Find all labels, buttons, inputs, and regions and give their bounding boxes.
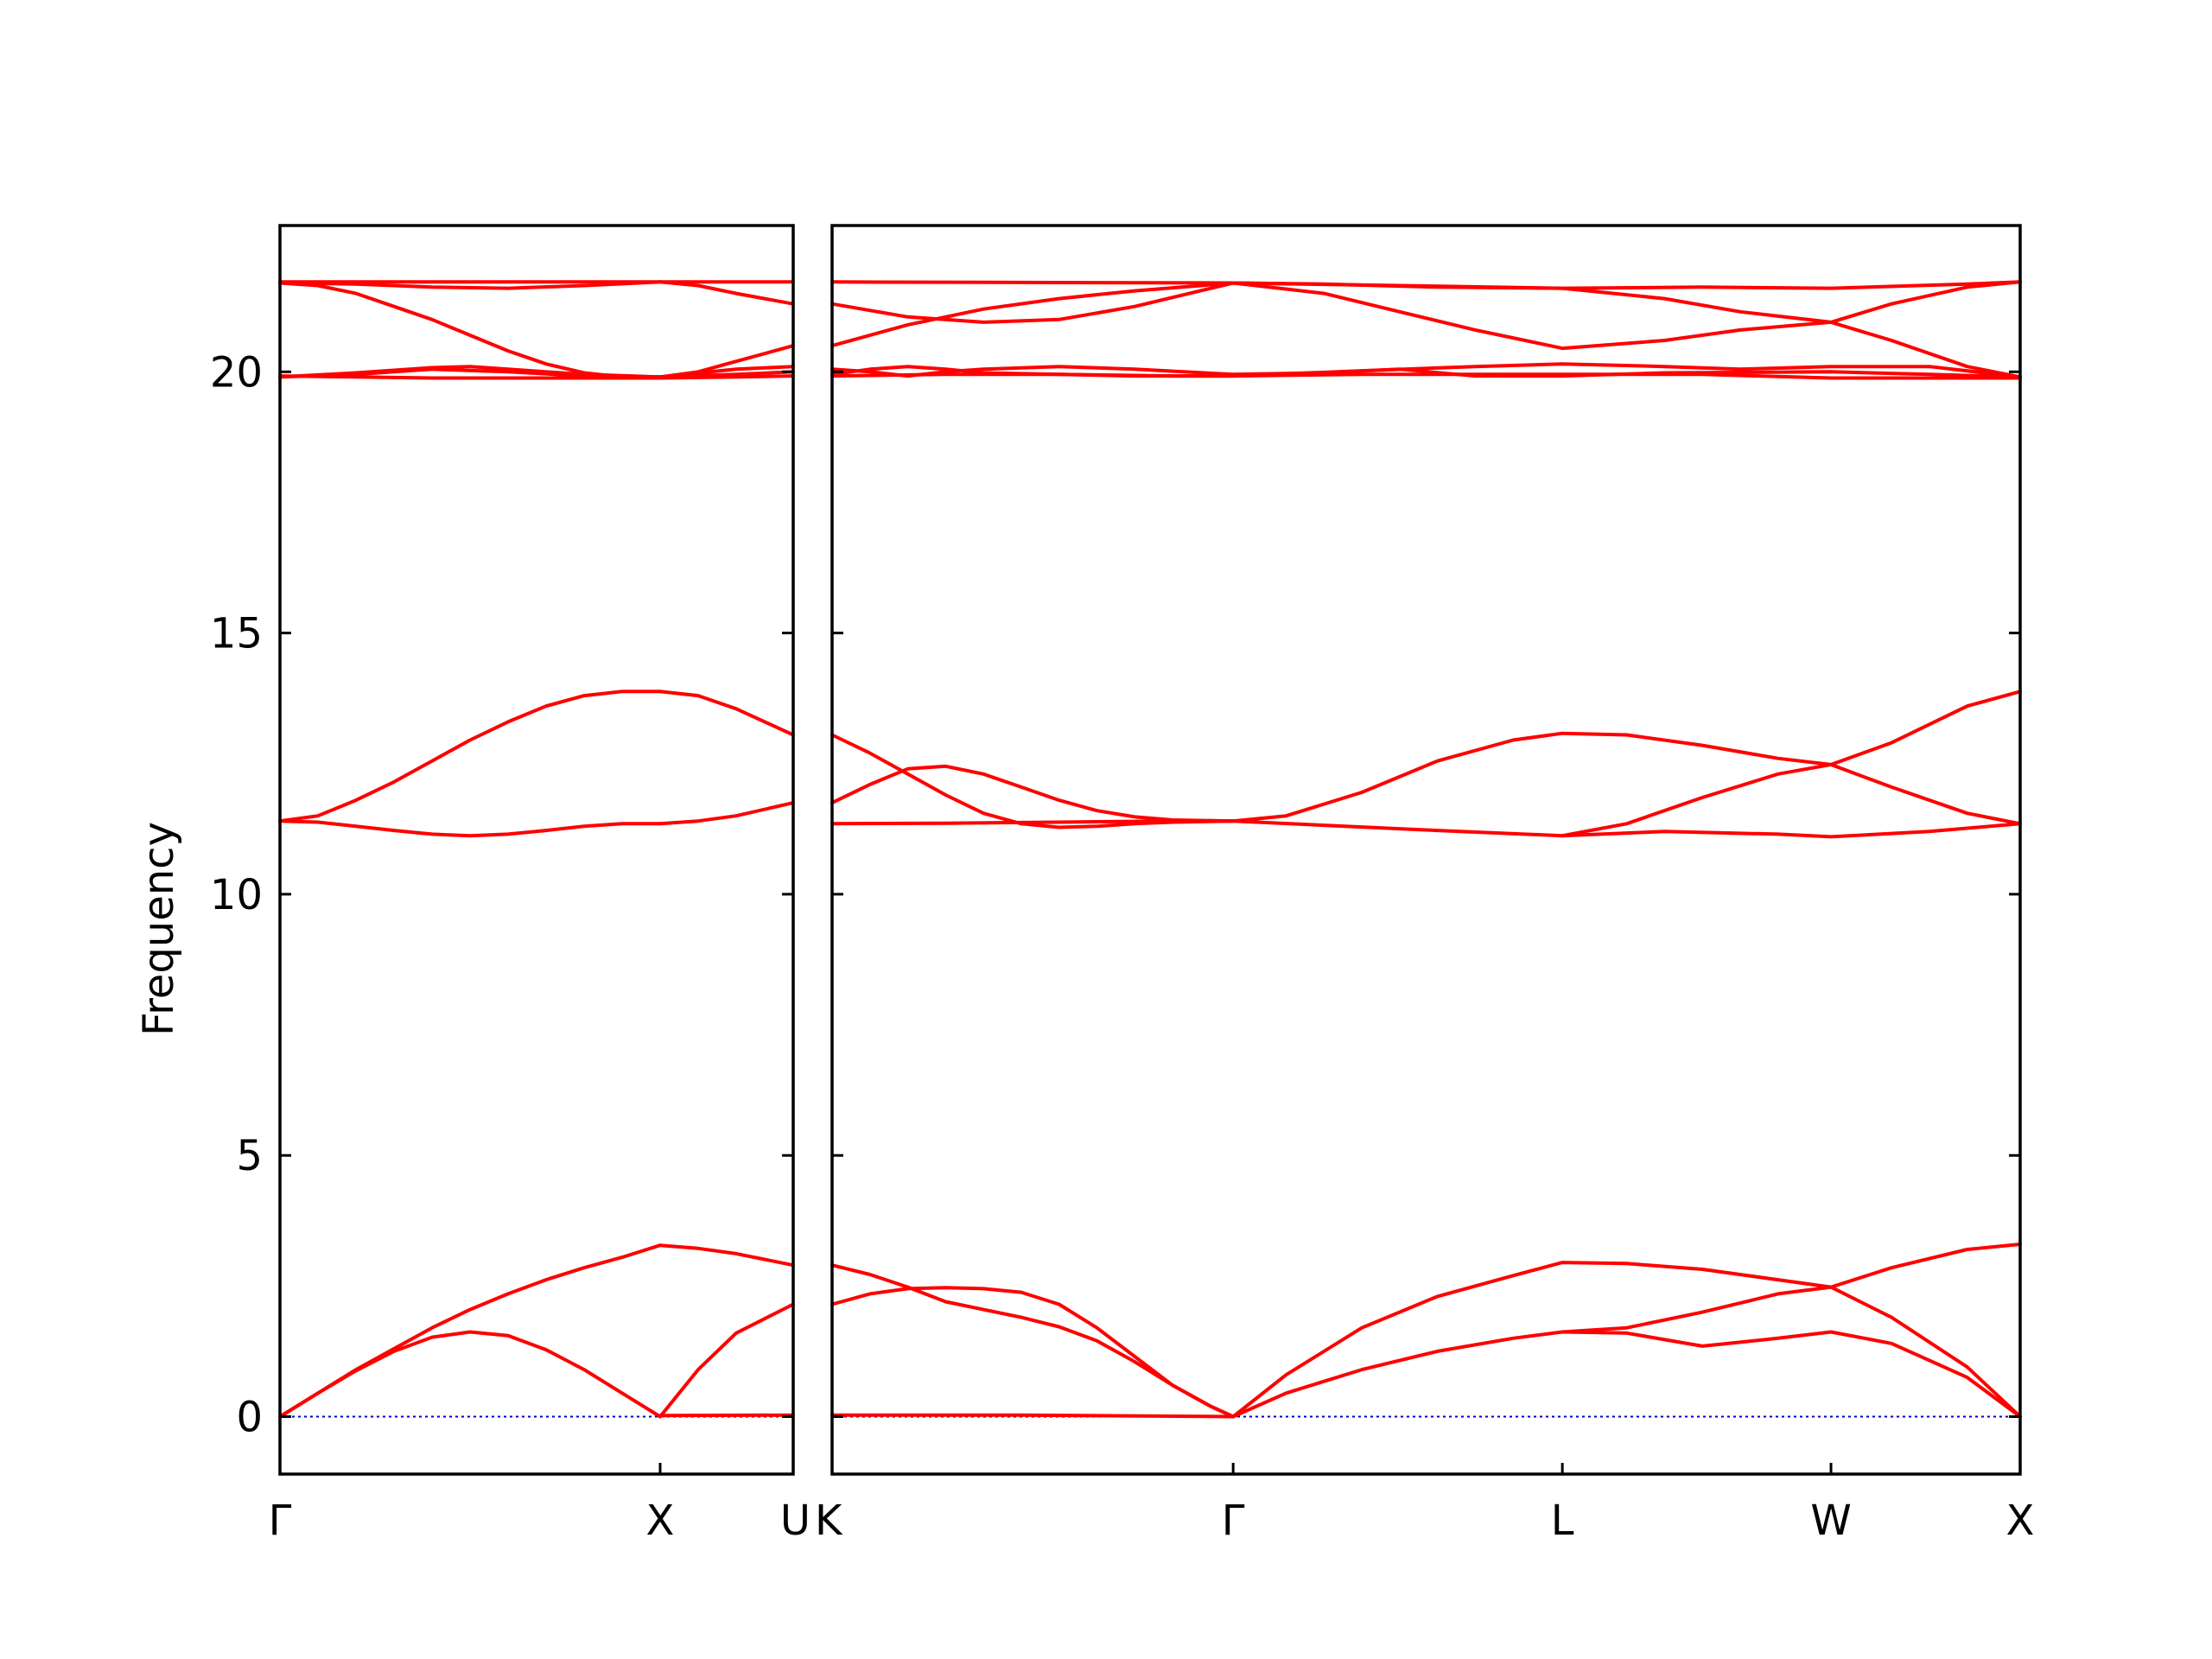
- band-line-4: [1231, 1243, 2022, 1419]
- y-tick-label: 15: [210, 610, 263, 658]
- panel-1: 0 5 10 15 20 Γ X U: [210, 224, 810, 1545]
- band-line-11: [278, 374, 795, 380]
- band-line-9: [830, 764, 1236, 823]
- x-tick-label: X: [646, 1497, 675, 1545]
- band-line-1: [278, 1243, 795, 1419]
- band-line-8: [658, 690, 795, 737]
- band-line-12: [278, 281, 662, 379]
- band-line-7: [830, 819, 2022, 839]
- band-line-14: [830, 362, 2022, 379]
- band-line-15: [830, 281, 2022, 379]
- x-tick-label: L: [1551, 1497, 1574, 1545]
- x-tick-label: Γ: [1222, 1497, 1245, 1545]
- panels: 0 5 10 15 20 Γ X U K Γ L W X: [210, 224, 2035, 1545]
- y-axis-label: Frequency: [135, 822, 183, 1036]
- plot-frame: [278, 224, 795, 1476]
- x-tick-label: U: [780, 1497, 810, 1545]
- band-line-10: [278, 365, 795, 379]
- x-tick-label: Γ: [269, 1497, 292, 1545]
- band-line-10: [1231, 690, 2022, 823]
- band-line-7: [658, 801, 795, 826]
- band-line-2: [278, 1330, 662, 1419]
- band-line-13: [658, 344, 795, 379]
- y-tick-label: 20: [210, 348, 263, 397]
- band-line-3: [658, 1302, 795, 1419]
- x-tick-label: X: [2006, 1497, 2035, 1545]
- band-line-14: [278, 280, 795, 290]
- band-line-15: [278, 280, 795, 306]
- band-line-16: [830, 280, 2022, 348]
- band-line-4: [658, 1413, 795, 1418]
- y-tick-label: 5: [236, 1132, 263, 1180]
- x-tick-label: K: [815, 1497, 843, 1545]
- x-tick-label: W: [1810, 1497, 1851, 1545]
- y-tick-label: 0: [236, 1393, 263, 1441]
- band-line-5: [278, 819, 662, 838]
- plot-frame: [830, 224, 2022, 1476]
- band-line-3: [830, 1413, 1236, 1419]
- band-line-2: [830, 1286, 1236, 1419]
- band-line-11: [1560, 762, 2022, 838]
- y-tick-label: 10: [210, 871, 263, 919]
- band-line-6: [1560, 1285, 2022, 1419]
- band-line-5: [1231, 1330, 2022, 1419]
- band-line-17: [830, 280, 2022, 290]
- band-line-1: [830, 1263, 1236, 1419]
- band-line-8: [830, 733, 1236, 830]
- band-line-6: [278, 690, 662, 823]
